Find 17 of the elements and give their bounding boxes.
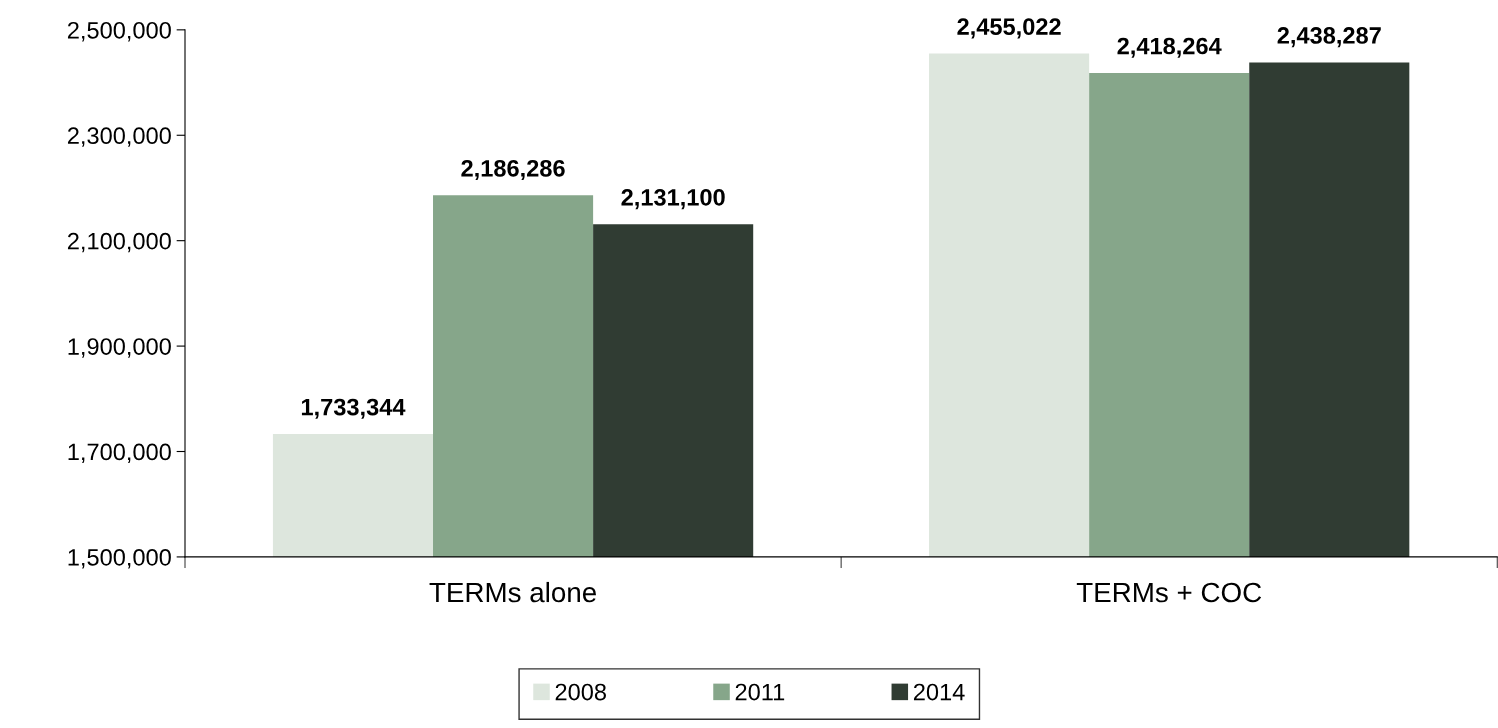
text: 2,131,100 — [621, 189, 725, 210]
text: 2,438,287 — [1277, 27, 1381, 48]
y-tick-label: 1,700,000 — [68, 443, 171, 464]
y-tick-label: 2,300,000 — [67, 127, 171, 147]
text: 2,418,264 — [1117, 37, 1222, 58]
legend-label: 2014 — [913, 683, 965, 701]
y-tick-label: 2,100,000 — [67, 232, 171, 253]
y-tick-label: 1,900,000 — [68, 338, 171, 358]
y-tick-label: 2,500,000 — [67, 21, 171, 42]
text: 2,455,022 — [957, 18, 1061, 39]
y-tick-label: 1,500,000 — [68, 548, 171, 569]
legend-label: 2008 — [555, 683, 606, 701]
text: 1,733,344 — [301, 398, 406, 419]
x-tick-label: TERMs alone — [429, 581, 596, 603]
text: 2,186,286 — [461, 159, 565, 181]
legend-label: 2011 — [735, 683, 785, 701]
x-tick-label: TERMs + COC — [1076, 582, 1262, 603]
